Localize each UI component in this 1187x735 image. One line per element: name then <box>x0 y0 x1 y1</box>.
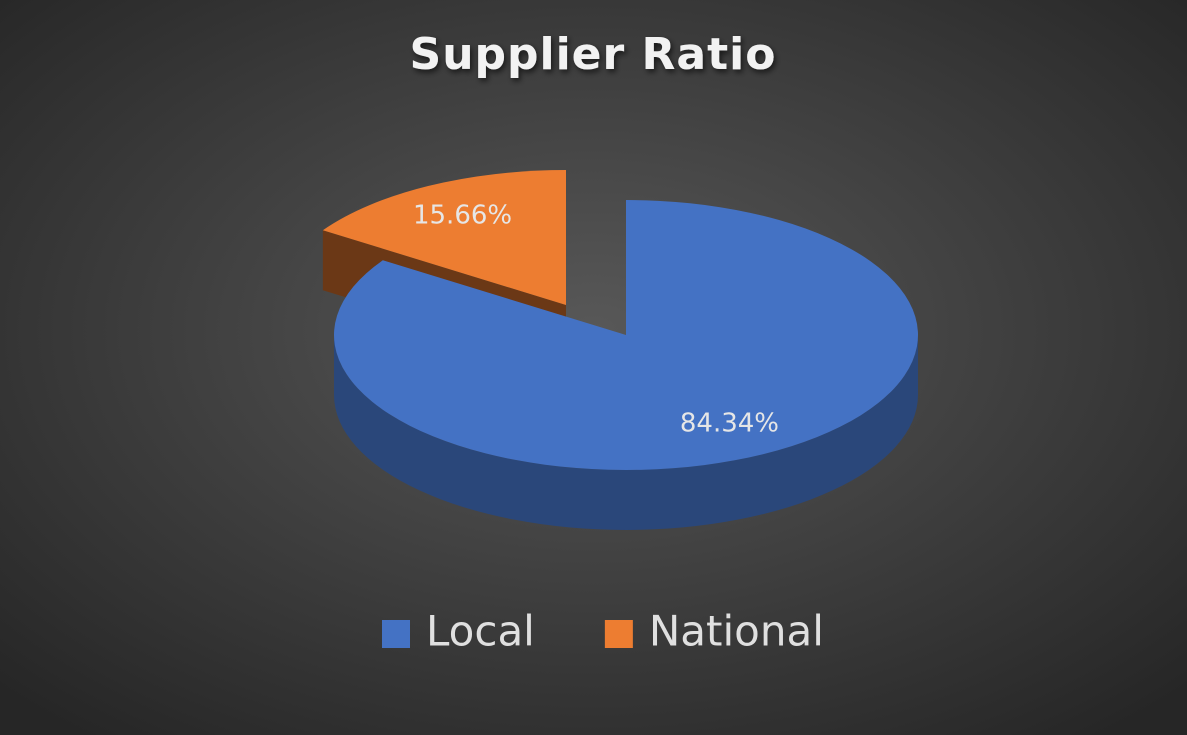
slice <box>334 200 919 530</box>
slice <box>334 200 919 470</box>
legend-swatch <box>382 620 410 648</box>
pie: 84.34% 15.66% <box>322 170 919 530</box>
data-label: 84.34% <box>680 409 779 439</box>
legend-label: Local <box>426 607 535 656</box>
slice-side <box>334 335 918 530</box>
legend: Local National <box>382 607 824 656</box>
data-label: 15.66% <box>413 200 512 230</box>
chart-title: Supplier Ratio <box>410 29 777 80</box>
legend-swatch <box>604 620 633 648</box>
legend-label: National <box>649 607 824 656</box>
slice <box>322 170 566 305</box>
